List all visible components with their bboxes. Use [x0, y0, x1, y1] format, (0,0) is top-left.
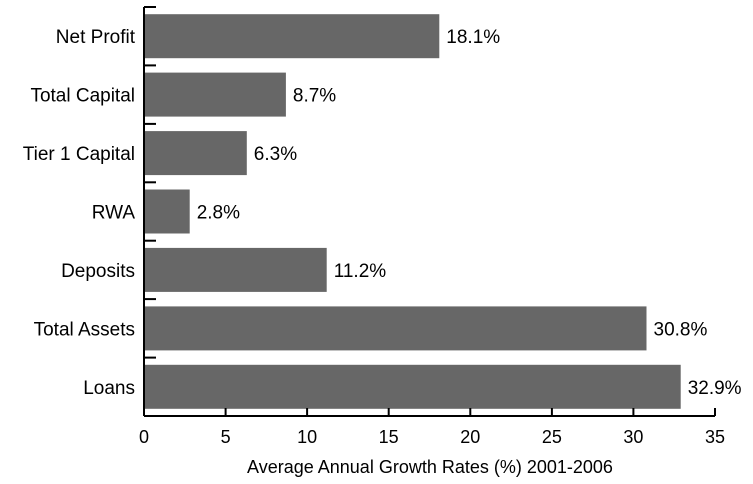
- x-tick-label: 15: [379, 427, 399, 447]
- category-label: RWA: [92, 203, 136, 224]
- data-label: 30.8%: [654, 319, 708, 340]
- bar-net-profit: [144, 14, 440, 59]
- x-axis-title: Average Annual Growth Rates (%) 2001-200…: [247, 457, 613, 477]
- data-label: 2.8%: [197, 203, 240, 224]
- bar-rwa: [144, 189, 190, 234]
- axes-group: 0 5 10 15 20 25 30 35: [139, 6, 725, 447]
- data-label: 18.1%: [446, 27, 500, 48]
- category-label: Net Profit: [56, 27, 136, 48]
- x-tick-label: 5: [221, 427, 231, 447]
- x-tick-label: 10: [297, 427, 317, 447]
- data-label: 11.2%: [334, 261, 387, 282]
- bar-tier-1-capital: [144, 131, 247, 176]
- data-label: 6.3%: [254, 144, 297, 165]
- data-label: 8.7%: [293, 86, 336, 107]
- bar-loans: [144, 364, 681, 409]
- x-tick-label: 25: [542, 427, 562, 447]
- category-label: Total Capital: [30, 86, 135, 107]
- category-label: Tier 1 Capital: [23, 144, 135, 165]
- bars-group: Net Profit 18.1% Total Capital 8.7% Tier 1 C…: [23, 14, 742, 409]
- x-tick-label: 30: [623, 427, 643, 447]
- category-label: Loans: [83, 378, 135, 399]
- x-tick-label: 35: [705, 427, 725, 447]
- data-label: 32.9%: [688, 378, 742, 399]
- bar-total-capital: [144, 72, 286, 117]
- x-tick-label: 0: [139, 427, 149, 447]
- bar-deposits: [144, 247, 327, 292]
- bar-total-assets: [144, 306, 647, 351]
- category-label: Total Assets: [34, 319, 135, 340]
- category-label: Deposits: [61, 261, 135, 282]
- x-tick-label: 20: [460, 427, 480, 447]
